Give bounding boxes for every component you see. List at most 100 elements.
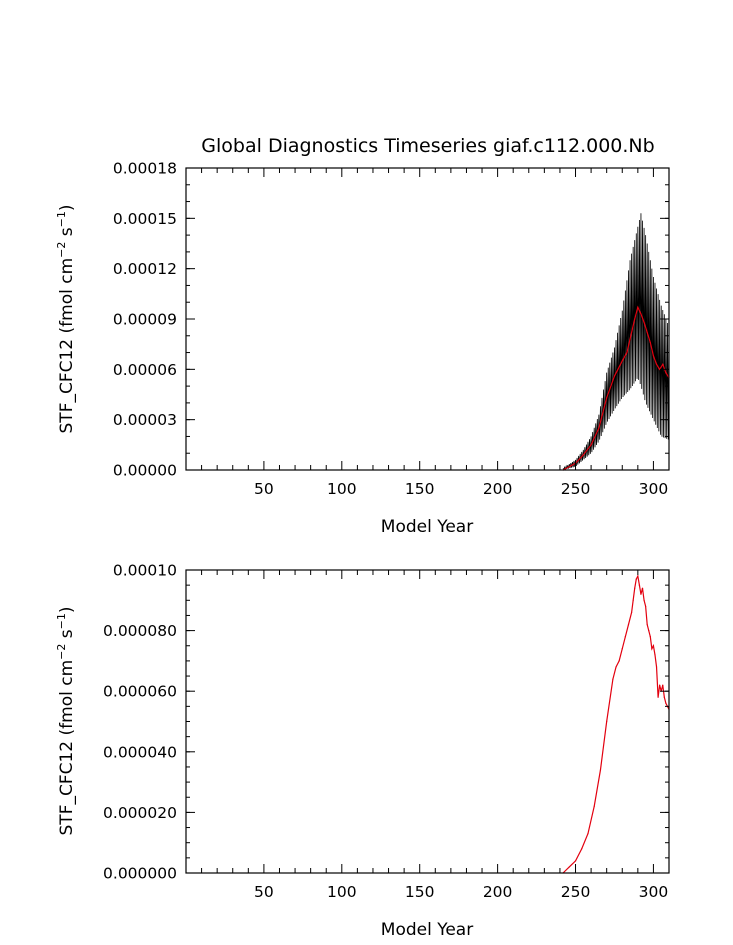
bottom-ylabel-exp2: −1 xyxy=(55,613,68,629)
top-point-annual xyxy=(598,427,600,429)
bottom-point-annual xyxy=(662,684,664,686)
bottom-point-annual xyxy=(645,605,647,607)
bottom-x-tick-label: 50 xyxy=(254,883,274,901)
bottom-ylabel-end: ) xyxy=(57,607,77,614)
bottom-y-axis-label: STF_CFC12 (fmol cm−2 s−1) xyxy=(55,607,77,836)
top-point-annual xyxy=(662,363,664,365)
bottom-plot-frame xyxy=(185,569,670,874)
bottom-point-annual xyxy=(663,696,665,698)
bottom-point-annual xyxy=(651,648,653,650)
top-x-axis-label: Model Year xyxy=(381,517,473,537)
bottom-x-axis-label: Model Year xyxy=(381,920,473,940)
top-y-axis-label: STF_CFC12 (fmol cm−2 s−1) xyxy=(55,205,77,434)
bottom-panel: 0.000000 0.000020 0.000040 0.000060 0.000080… xyxy=(55,562,670,940)
bottom-point-annual xyxy=(612,678,614,680)
bottom-ylabel-mid: s xyxy=(57,629,77,643)
top-point-annual xyxy=(582,454,584,456)
top-ylabel-end: ) xyxy=(57,205,77,212)
top-point-annual xyxy=(629,338,631,340)
top-ylabel-exp1: −2 xyxy=(55,242,68,258)
top-y-tick-label: 0.00018 xyxy=(113,160,177,178)
top-x-tick-label: 50 xyxy=(254,480,274,498)
bottom-point-annual xyxy=(624,636,626,638)
top-point-annual xyxy=(665,372,667,374)
top-point-annual xyxy=(659,368,661,370)
top-ticks-layer xyxy=(186,167,670,471)
top-plot-frame xyxy=(185,167,670,471)
bottom-point-annual xyxy=(654,654,656,656)
top-x-tick-label: 200 xyxy=(483,480,513,498)
bottom-ylabel-main: STF_CFC12 (fmol cm xyxy=(57,660,77,836)
top-x-tick-label: 250 xyxy=(561,480,591,498)
top-point-annual xyxy=(646,331,648,334)
top-point-annual xyxy=(655,363,658,365)
top-point-annual xyxy=(613,375,616,377)
bottom-series-annual xyxy=(562,574,670,874)
bottom-point-annual xyxy=(627,623,630,626)
top-y-tick-label: 0.00000 xyxy=(113,462,177,480)
top-point-annual xyxy=(649,341,651,344)
bottom-point-annual xyxy=(581,848,583,850)
bottom-y-tick-label: 0.00010 xyxy=(113,562,177,580)
bottom-ylabel-exp1: −2 xyxy=(55,644,68,660)
top-point-annual xyxy=(643,321,645,323)
bottom-point-annual xyxy=(606,720,608,723)
bottom-point-annual xyxy=(641,587,644,589)
top-y-tick-label: 0.00006 xyxy=(113,361,177,379)
bottom-point-annual xyxy=(599,769,602,771)
top-y-tick-label: 0.00003 xyxy=(113,411,177,429)
top-series-annual xyxy=(562,305,670,471)
bottom-point-annual xyxy=(631,611,633,614)
bottom-point-annual xyxy=(618,660,620,662)
bottom-point-annual xyxy=(655,666,658,668)
bottom-x-tick-label: 200 xyxy=(483,883,513,901)
bottom-x-tick-label: 300 xyxy=(639,883,669,901)
bottom-point-annual xyxy=(635,578,637,580)
bottom-tick-labels: 0.000000 0.000020 0.000040 0.000060 0.000080… xyxy=(103,562,668,902)
top-panel: Global Diagnostics Timeseries giaf.c112.… xyxy=(55,135,670,537)
bottom-point-annual xyxy=(652,645,655,647)
top-x-tick-label: 150 xyxy=(405,480,435,498)
top-y-tick-label: 0.00009 xyxy=(113,311,177,329)
bottom-point-annual xyxy=(640,593,642,595)
top-series-layer xyxy=(562,213,670,471)
bottom-point-annual xyxy=(587,833,589,835)
bottom-point-annual xyxy=(657,696,659,698)
bottom-point-annual xyxy=(621,648,623,650)
bottom-series-layer xyxy=(562,574,670,874)
bottom-x-tick-label: 250 xyxy=(561,883,591,901)
bottom-point-annual xyxy=(574,860,577,862)
bottom-point-annual xyxy=(615,666,617,668)
top-y-tick-label: 0.00012 xyxy=(113,260,177,278)
top-ylabel-exp2: −1 xyxy=(55,211,68,227)
top-point-annual xyxy=(637,306,639,308)
bottom-point-annual xyxy=(648,630,650,632)
top-point-annual xyxy=(640,313,642,315)
bottom-point-annual xyxy=(649,636,651,638)
top-x-tick-label: 300 xyxy=(639,480,669,498)
top-point-annual xyxy=(626,351,628,354)
bottom-y-tick-label: 0.000040 xyxy=(103,743,177,761)
bottom-point-annual xyxy=(637,575,639,577)
bottom-point-annual xyxy=(568,866,570,868)
bottom-point-annual xyxy=(634,587,636,589)
bottom-point-annual xyxy=(643,599,645,601)
bottom-point-annual xyxy=(646,623,648,626)
bottom-point-annual xyxy=(593,805,595,807)
top-point-annual xyxy=(634,318,636,320)
bottom-ticks-layer xyxy=(186,569,670,874)
bottom-x-tick-label: 100 xyxy=(327,883,357,901)
bottom-point-annual xyxy=(659,684,661,686)
bottom-y-tick-label: 0.000000 xyxy=(103,865,177,883)
bottom-x-tick-label: 150 xyxy=(405,883,435,901)
bottom-point-annual xyxy=(665,702,667,704)
chart-title: Global Diagnostics Timeseries giaf.c112.… xyxy=(201,135,654,157)
top-tick-labels: 0.00000 0.00003 0.00006 0.00009 0.00012 0.000… xyxy=(113,160,668,499)
top-point-annual xyxy=(652,355,655,357)
top-series-monthly xyxy=(562,213,670,471)
bottom-point-annual xyxy=(638,584,641,586)
top-y-tick-label: 0.00015 xyxy=(113,210,177,228)
bottom-y-tick-label: 0.000080 xyxy=(103,622,177,640)
top-ylabel-mid: s xyxy=(57,227,77,241)
